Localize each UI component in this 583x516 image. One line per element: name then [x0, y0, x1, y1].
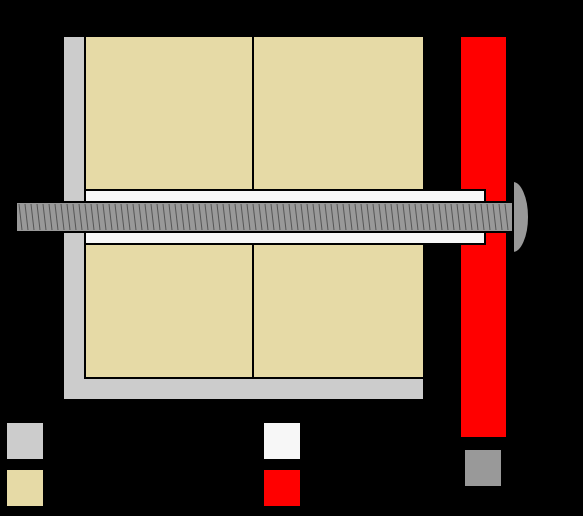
- legend-item-hardware: Hardware: [262, 468, 399, 508]
- legend-swatch-angle_iron: [5, 421, 45, 461]
- wood-block: [253, 36, 424, 190]
- legend-item-wood: Wood: [5, 468, 104, 508]
- legend-swatch-wood: [5, 468, 45, 508]
- legend-label-angle_iron: Steel angle iron: [47, 428, 198, 455]
- legend-swatch-bolt: [463, 448, 503, 488]
- bolt-shaft: [16, 202, 513, 232]
- wood-block: [253, 244, 424, 378]
- legend-item-bolt: Bolt: [463, 448, 546, 488]
- legend-swatch-pipe: [262, 421, 302, 461]
- legend-label-pipe: Steel pipe: [304, 428, 399, 455]
- legend-label-bolt: Bolt: [505, 455, 546, 482]
- wood-block: [85, 36, 253, 190]
- legend-swatch-hardware: [262, 468, 302, 508]
- legend-label-wood: Wood: [47, 475, 104, 502]
- legend-label-hardware: Hardware: [304, 475, 399, 502]
- legend-item-angle_iron: Steel angle iron: [5, 421, 198, 461]
- legend-item-pipe: Steel pipe: [262, 421, 399, 461]
- wood-block: [85, 244, 253, 378]
